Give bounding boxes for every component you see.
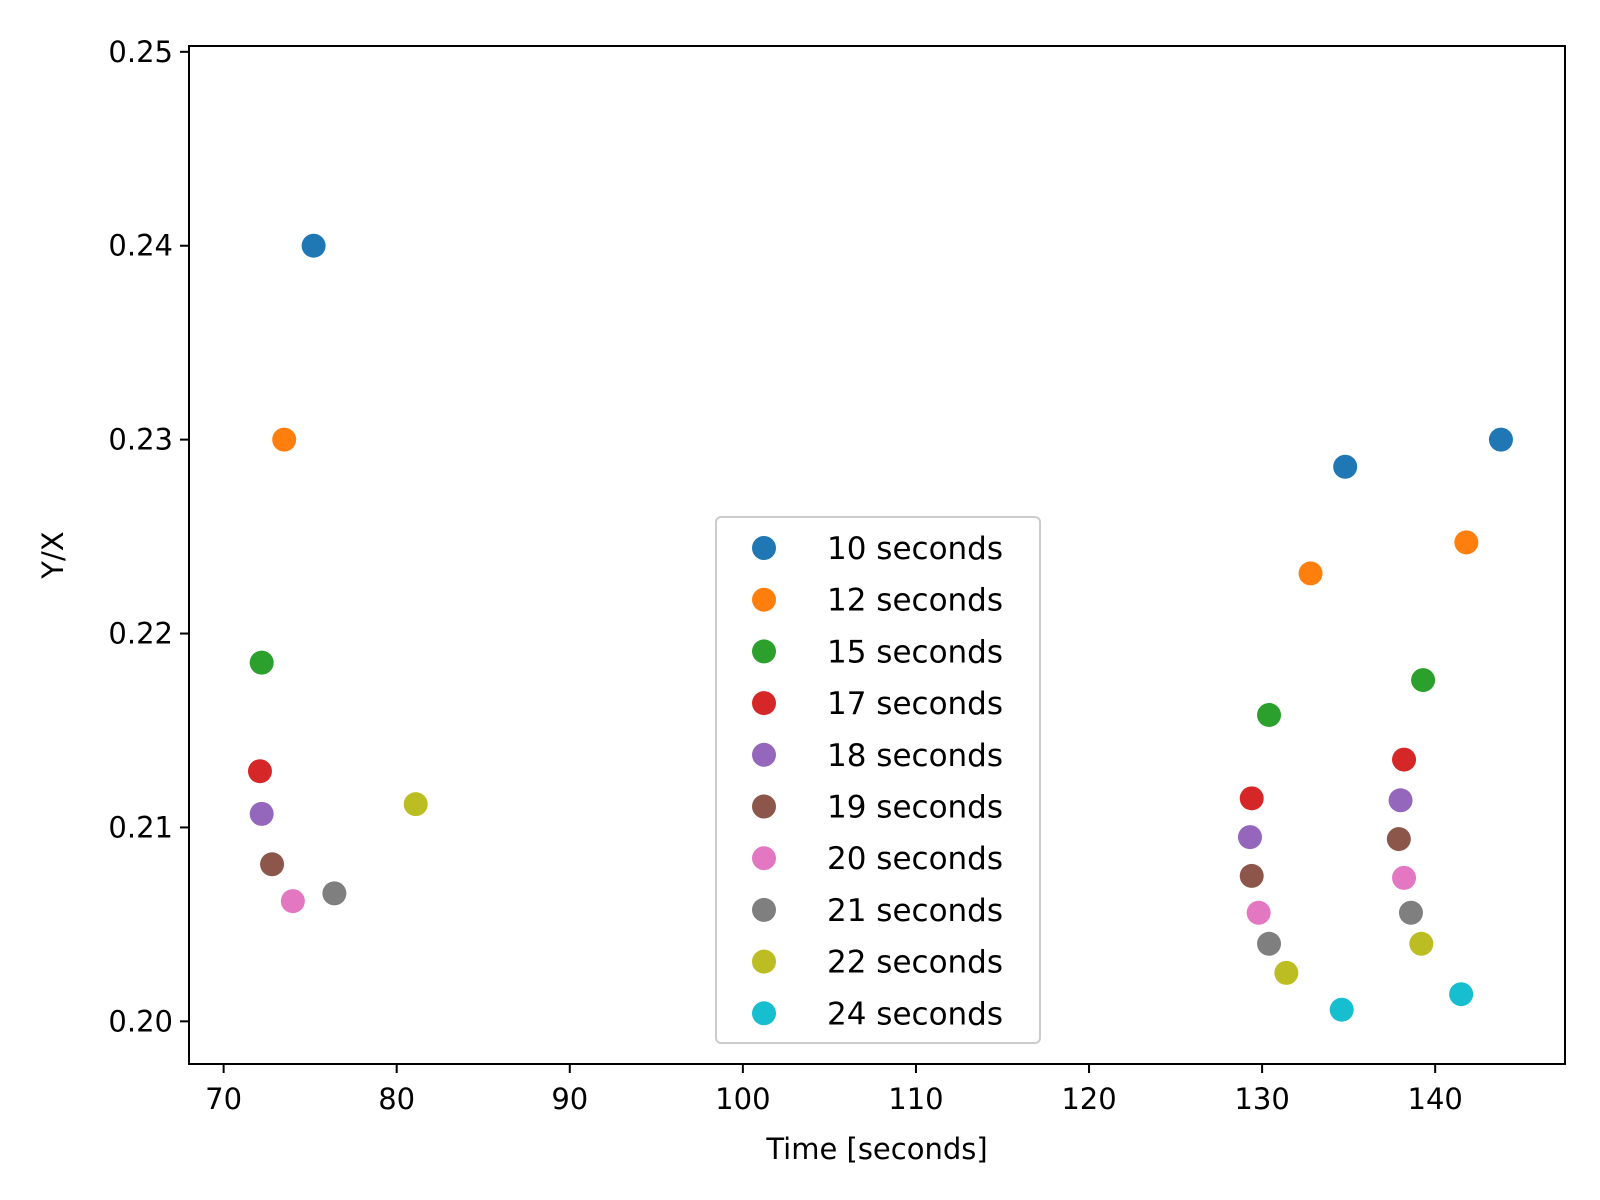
legend-items: 10 seconds 12 seconds 15 seconds 17 seconds… [752, 531, 1003, 1032]
legend-label: 17 seconds [827, 686, 1003, 722]
data-point [280, 889, 305, 914]
legend-label: 12 seconds [827, 583, 1003, 619]
legend-label: 22 seconds [827, 945, 1003, 981]
y-tick-label: 0.22 [108, 617, 173, 651]
data-point [260, 852, 285, 877]
data-point [1386, 827, 1411, 852]
data-point [1409, 931, 1434, 956]
y-tick-label: 0.20 [108, 1004, 173, 1038]
legend-marker [752, 639, 776, 664]
data-point [1257, 931, 1282, 956]
legend-marker [752, 742, 776, 767]
x-tick-label: 130 [1234, 1082, 1289, 1116]
data-point [1257, 702, 1282, 727]
legend-label: 21 seconds [827, 893, 1003, 929]
data-point [249, 801, 274, 826]
data-point [301, 233, 326, 258]
x-axis-ticks: 70 80 90 100 110 120 130 140 [205, 1064, 1463, 1116]
data-point [1392, 747, 1417, 772]
legend-label: 19 seconds [827, 790, 1003, 826]
data-point [1239, 786, 1264, 811]
data-point [272, 427, 297, 452]
x-axis-label: Time [seconds] [765, 1132, 987, 1166]
x-tick-label: 140 [1408, 1082, 1463, 1116]
y-tick-label: 0.23 [108, 423, 173, 457]
legend-label: 18 seconds [827, 738, 1003, 774]
legend-frame [715, 516, 1041, 1044]
legend-marker [752, 846, 776, 871]
data-point [247, 759, 272, 784]
x-tick-label: 70 [205, 1082, 242, 1116]
y-axis-ticks: 0.20 0.21 0.22 0.23 0.24 0.25 [108, 35, 189, 1038]
y-axis-label: Y/X [36, 531, 70, 579]
legend-marker [752, 536, 776, 560]
data-point [1246, 900, 1271, 925]
x-tick-label: 80 [378, 1082, 415, 1116]
data-point [1333, 454, 1358, 479]
legend-marker [752, 949, 776, 974]
data-point [1488, 427, 1513, 452]
legend-marker [752, 587, 776, 612]
data-points [247, 233, 1513, 1022]
x-tick-label: 120 [1061, 1082, 1116, 1116]
data-point [1388, 788, 1413, 813]
data-point [1449, 982, 1474, 1007]
legend: 10 seconds 12 seconds 15 seconds 17 seconds… [715, 516, 1041, 1044]
data-point [322, 881, 347, 906]
legend-marker [752, 794, 776, 819]
data-point [1274, 960, 1299, 985]
y-tick-label: 0.24 [108, 229, 173, 263]
x-tick-label: 90 [551, 1082, 588, 1116]
x-tick-label: 110 [888, 1082, 943, 1116]
data-point [1392, 865, 1417, 890]
legend-marker [752, 691, 776, 716]
data-point [1237, 825, 1262, 850]
legend-marker [752, 1001, 776, 1026]
legend-label: 20 seconds [827, 841, 1003, 877]
y-tick-label: 0.21 [108, 810, 173, 844]
x-tick-label: 100 [715, 1082, 770, 1116]
legend-marker [752, 897, 776, 922]
legend-label: 24 seconds [827, 996, 1003, 1032]
data-point [403, 792, 428, 817]
data-point [1454, 530, 1479, 555]
legend-label: 15 seconds [827, 634, 1003, 670]
y-tick-label: 0.25 [108, 35, 173, 69]
legend-label: 10 seconds [827, 531, 1003, 567]
data-point [1329, 997, 1354, 1022]
data-point [249, 650, 274, 675]
data-point [1411, 668, 1436, 693]
plot-area-frame [188, 45, 1566, 1065]
data-point [1239, 863, 1264, 888]
data-point [1298, 561, 1323, 586]
data-point [1398, 900, 1423, 925]
